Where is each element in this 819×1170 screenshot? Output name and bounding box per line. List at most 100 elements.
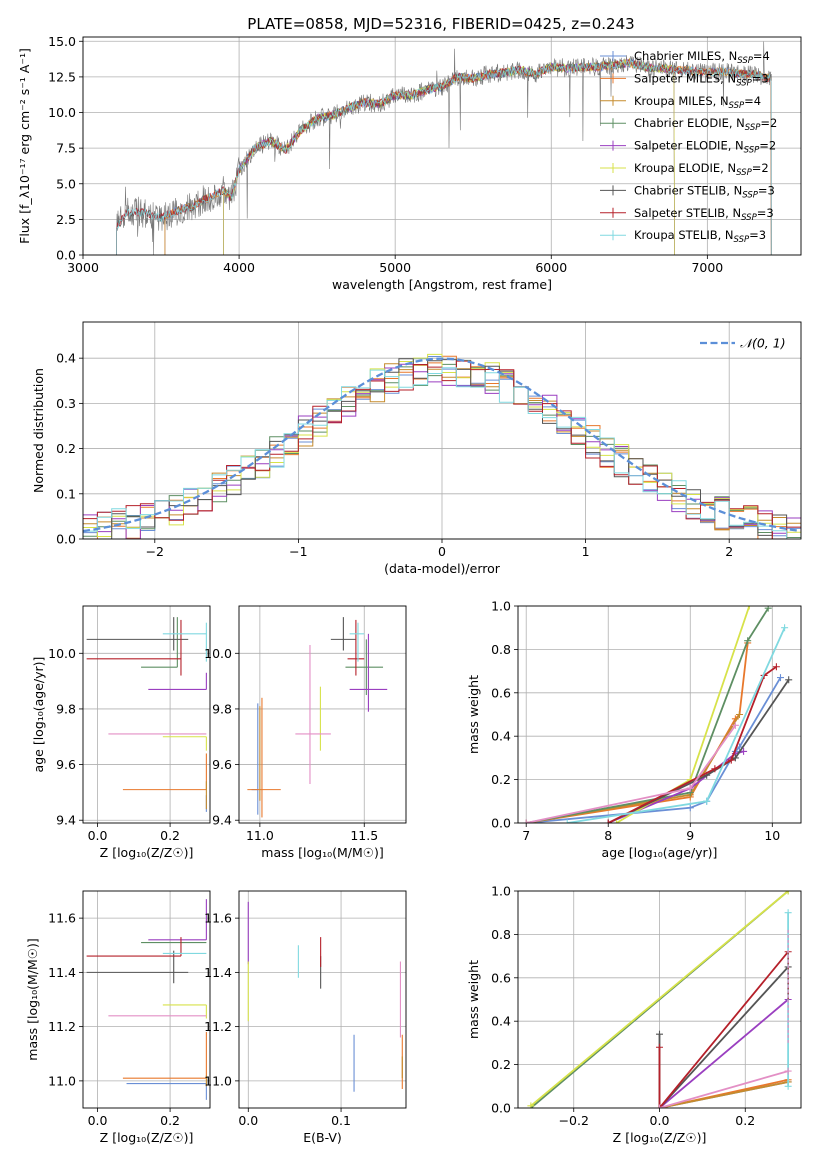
y-tick-label: 9.6 (212, 757, 232, 772)
x-axis-label: Z [log₁₀(Z/Z☉)] (100, 1130, 194, 1145)
legend-label-suffix: =2 (759, 139, 776, 153)
x-axis-label: age [log₁₀(age/yr)] (602, 845, 718, 860)
y-tick-label: 5.0 (56, 176, 76, 191)
histogram-kroupa-stelib (83, 367, 801, 539)
x-tick-label: 6000 (535, 260, 567, 275)
axes-mass-vs-ebv: 0.0 0.1 11.0 11.2 11.4 11.6 E(B-V) (204, 890, 407, 1145)
y-axis-label: Normed distribution (31, 368, 46, 493)
legend-label: Kroupa MILES, NSSP=4 (634, 94, 761, 111)
y-axis-label: mass [log₁₀(M/M☉)] (25, 938, 40, 1060)
y-tick-label: 9.4 (212, 813, 232, 828)
plot-area-age-vs-mass (247, 617, 388, 818)
y-tick-label: 0.8 (491, 642, 511, 657)
y-tick-label: 0.2 (56, 441, 76, 456)
cumulative-salpeter-miles-line (526, 642, 749, 823)
legend-label-suffix: =3 (758, 183, 775, 197)
y-tick-label: 0.0 (56, 248, 76, 263)
cumulative-salpeter-stelib-marker (727, 756, 735, 764)
y-tick-label: 10.0 (204, 646, 232, 661)
legend-label-text: Kroupa MILES, N (634, 94, 729, 108)
x-tick-label: 11.0 (246, 828, 274, 843)
x-tick-label: 1 (582, 544, 590, 559)
legend-label: Salpeter MILES, NSSP=3 (634, 71, 769, 88)
legend-label-sub: SSP (745, 123, 761, 133)
cumulative-chabrier-stelib-marker (785, 676, 793, 684)
legend-label-text: Chabrier MILES, N (634, 49, 737, 63)
legend-label-suffix: =2 (760, 116, 777, 130)
cumulative-salpeter-stelib-marker (656, 1043, 663, 1051)
y-tick-label: 0.1 (56, 486, 76, 501)
plot-area-cumulative-age (522, 606, 793, 823)
x-tick-label: 4000 (223, 260, 255, 275)
cumulative-pink-marker (686, 784, 694, 792)
y-tick-label: 9.4 (56, 813, 76, 828)
x-axis-label: Z [log₁₀(Z/Z☉)] (100, 845, 194, 860)
legend-label: Kroupa ELODIE, NSSP=2 (634, 161, 769, 178)
model-line-salpeter-miles (164, 58, 772, 255)
y-tick-label: 0.4 (56, 351, 76, 366)
y-tick-label: 0.8 (491, 927, 511, 942)
legend-label: Salpeter ELODIE, NSSP=2 (634, 139, 776, 156)
cumulative-chabrier-miles-marker (686, 804, 694, 812)
y-tick-label: 2.5 (56, 212, 76, 227)
legend-label-text: Salpeter STELIB, N (634, 206, 741, 220)
y-axis-label: age [log₁₀(age/yr)] (31, 657, 46, 773)
legend: Chabrier MILES, N SSP =4 Salpeter MILES, NS… (600, 49, 777, 245)
y-tick-label: 10.0 (48, 646, 76, 661)
x-tick-label: −1 (289, 544, 307, 559)
x-tick-label: 3000 (67, 260, 99, 275)
legend-label-sub: SSP (741, 213, 757, 223)
cumulative-chabrier-miles-marker (776, 674, 784, 682)
y-tick-label: 0.0 (491, 1101, 511, 1116)
y-tick-label: 11.6 (204, 911, 232, 926)
cumulative-pink-marker (784, 1067, 792, 1075)
x-axis-label: (data-model)/error (384, 561, 501, 576)
legend-label: Salpeter STELIB, NSSP=3 (634, 206, 774, 223)
legend-label: Chabrier ELODIE, NSSP=2 (634, 116, 777, 133)
y-tick-label: 15.0 (48, 34, 76, 49)
observed-spectrum (116, 41, 772, 255)
y-tick-label: 7.5 (56, 141, 76, 156)
y-axis-label: mass weight (466, 675, 481, 754)
y-tick-label: 11.0 (204, 1073, 232, 1088)
y-tick-label: 11.2 (204, 1019, 232, 1034)
cumulative-kroupa-elodie-marker (784, 891, 792, 895)
cumulative-salpeter-stelib-line (658, 951, 789, 1108)
axes-frame (238, 605, 407, 824)
legend-label-suffix: =4 (744, 94, 761, 108)
x-tick-label: 0.2 (160, 828, 180, 843)
cumulative-pink-marker (522, 819, 530, 823)
axes-cumulative-Z: −0.2 0.0 0.2 0.0 0.2 0.4 0.6 0.8 1.0 Z [log₁₀(Z/Z… (466, 884, 802, 1145)
cumulative-chabrier-elodie-marker (744, 637, 752, 645)
x-tick-label: −0.2 (559, 1113, 589, 1128)
axes-frame (82, 890, 211, 1109)
y-tick-label: 9.8 (212, 701, 232, 716)
y-tick-label: 0.3 (56, 396, 76, 411)
cumulative-salpeter-elodie-line (658, 998, 789, 1108)
y-axis-label: Flux [f_λ10⁻¹⁷ erg cm⁻² s⁻¹ A⁻¹] (17, 48, 32, 244)
y-tick-label: 0.0 (56, 532, 76, 547)
legend-label-text: Salpeter ELODIE, N (634, 139, 744, 153)
axes-cumulative-age: 7 8 9 10 0.0 0.2 0.4 0.6 0.8 1.0 age [log₁₀(age/yr… (466, 599, 802, 860)
axes-mass-vs-Z: 0.0 0.2 11.0 11.2 11.4 11.6 Z [log₁₀(Z/Z☉)] mas… (25, 890, 211, 1145)
x-tick-label: 0 (438, 544, 446, 559)
cumulative-kroupa-miles-line (659, 1081, 789, 1108)
x-tick-label: 0.0 (650, 1113, 670, 1128)
x-axis-label: mass [log₁₀(M/M☉)] (261, 845, 383, 860)
legend-label-text: Chabrier STELIB, N (634, 183, 742, 197)
x-axis-label: Z [log₁₀(Z/Z☉)] (613, 1130, 707, 1145)
model-line-kroupa-elodie (223, 59, 675, 255)
plot-area-cumulative-Z (527, 891, 792, 1108)
legend-label-sub: SSP (734, 235, 750, 245)
normal-curve (83, 357, 799, 533)
x-tick-label: 5000 (379, 260, 411, 275)
legend-label-sub: SSP (742, 190, 758, 200)
axes-age-vs-mass: 11.0 11.5 9.4 9.6 9.8 10.0 mass [log₁₀(M/M☉)] (204, 605, 407, 860)
y-tick-label: 0.4 (491, 1014, 511, 1029)
x-tick-label: 0.2 (735, 1113, 755, 1128)
legend-label-text: Kroupa ELODIE, N (634, 161, 736, 175)
x-tick-label: 0.0 (88, 1113, 108, 1128)
cumulative-kroupa-stelib-marker (703, 797, 711, 805)
y-tick-label: 11.0 (48, 1073, 76, 1088)
y-tick-label: 10.0 (48, 105, 76, 120)
